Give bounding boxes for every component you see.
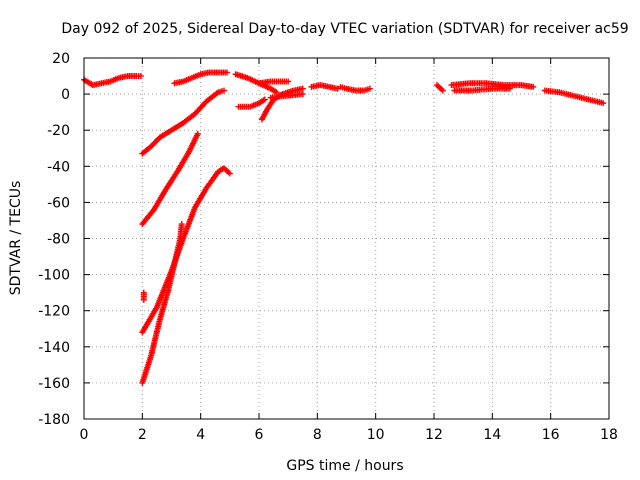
grid-lines: [84, 58, 609, 419]
y-tick-label: -40: [47, 159, 70, 175]
x-tick-label: 12: [425, 427, 443, 443]
data-series-track-8: [308, 82, 341, 92]
plus-marker: [137, 73, 144, 80]
plus-marker: [506, 85, 513, 92]
data-series-track-9: [337, 83, 373, 94]
y-tick-label: -100: [38, 268, 70, 284]
y-tick-label: -180: [38, 412, 70, 428]
x-tick-label: 0: [80, 427, 89, 443]
data-series-track-13: [541, 87, 607, 107]
data-series-track-1: [81, 73, 144, 89]
y-tick-label: -120: [38, 304, 70, 320]
data-series-track-10: [433, 82, 446, 94]
axis-ticks: 0 2 4 6 8 10 12 14 16 18 20 0 -20 -40 -60 -80 -100 -120 -1…: [38, 51, 618, 443]
y-tick-label: -20: [47, 123, 70, 139]
chart-title: Day 092 of 2025, Sidereal Day-to-day VTE…: [61, 21, 628, 37]
data-series-track-15: [139, 130, 201, 228]
data-series-track-6: [258, 85, 306, 123]
plus-marker: [221, 87, 227, 94]
data-series-track-18: [140, 289, 147, 303]
x-tick-label: 18: [600, 427, 618, 443]
plus-marker: [530, 83, 537, 90]
plus-marker: [226, 170, 233, 177]
data-series-track-5: [235, 96, 268, 110]
plus-marker: [439, 87, 446, 94]
plus-marker: [261, 96, 268, 103]
plus-marker: [285, 78, 292, 85]
y-tick-label: -60: [47, 195, 70, 211]
x-tick-label: 8: [313, 427, 322, 443]
plot-area-frame: [83, 57, 610, 420]
plus-marker: [299, 85, 306, 92]
y-tick-label: 0: [61, 87, 70, 103]
plus-marker: [366, 85, 373, 92]
x-tick-label: 10: [367, 427, 385, 443]
plus-marker: [178, 221, 185, 228]
plus-marker: [299, 91, 306, 98]
data-series-track-14: [139, 87, 227, 157]
y-tick-label: -80: [47, 232, 70, 248]
data-series-track-12: [451, 85, 513, 94]
x-tick-label: 4: [196, 427, 205, 443]
x-axis-title: GPS time / hours: [286, 458, 403, 474]
plus-marker: [600, 100, 607, 107]
y-tick-label: 20: [52, 51, 70, 67]
plus-marker: [223, 69, 230, 76]
y-tick-label: -140: [38, 340, 70, 356]
data-series-track-17: [139, 221, 185, 386]
x-tick-label: 16: [542, 427, 560, 443]
data-points: [81, 69, 607, 386]
plus-marker: [140, 296, 147, 303]
x-tick-label: 14: [483, 427, 501, 443]
data-series-track-16: [139, 165, 233, 336]
x-tick-label: 6: [255, 427, 264, 443]
data-series-track-2: [171, 69, 230, 87]
plus-marker: [194, 130, 201, 137]
y-axis-title: SDTVAR / TECUs: [8, 181, 24, 296]
data-series-track-7: [267, 91, 306, 101]
y-tick-label: -160: [38, 376, 70, 392]
data-series-track-4: [256, 78, 292, 87]
x-tick-label: 2: [138, 427, 147, 443]
